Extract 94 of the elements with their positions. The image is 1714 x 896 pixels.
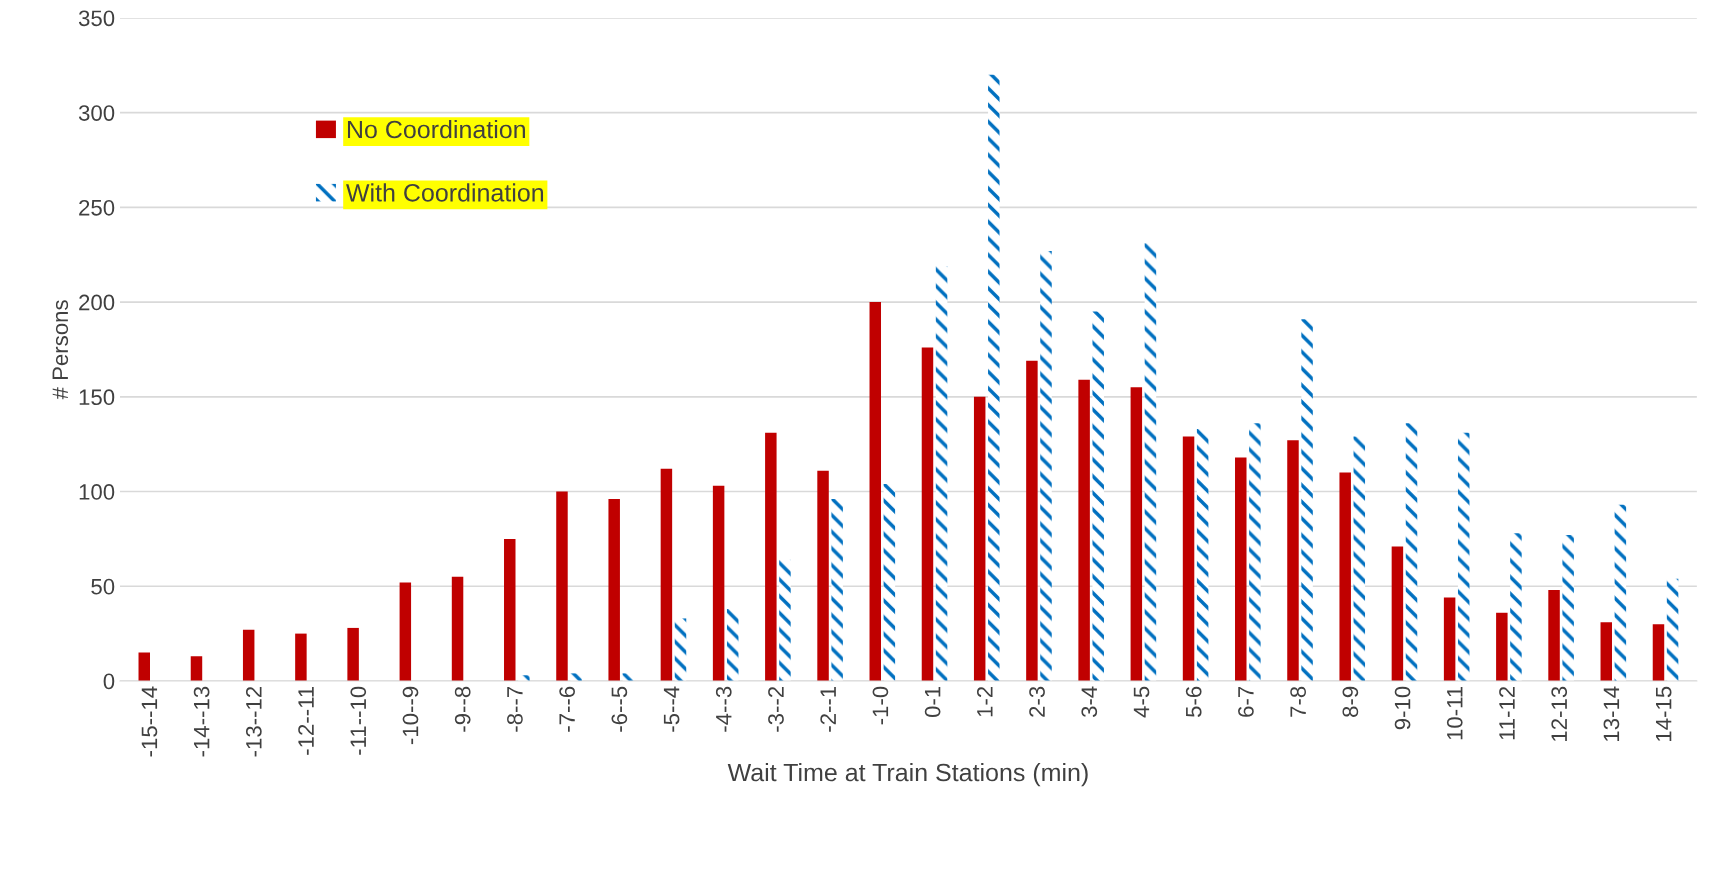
bar (1196, 429, 1209, 681)
bar (883, 483, 896, 681)
bar (660, 468, 673, 681)
x-tick-label: 1-2 (976, 686, 993, 717)
bar (869, 302, 882, 681)
bar (1339, 472, 1351, 681)
bar (817, 470, 829, 681)
legend-label: No Coordination (347, 119, 525, 139)
bar (1287, 440, 1299, 681)
bar (1562, 535, 1574, 681)
bar (988, 74, 1000, 681)
bar (242, 629, 255, 681)
bar (726, 608, 739, 681)
bar (831, 499, 843, 681)
x-tick-label: -8--7 (507, 686, 523, 732)
x-tick-label: 11-12 (1499, 686, 1515, 740)
y-tick-label: 300 (78, 105, 115, 121)
bar (1600, 622, 1613, 681)
bar (712, 485, 725, 681)
x-tick-label: 5-6 (1185, 686, 1202, 718)
x-tick-label: -5--4 (663, 686, 680, 732)
y-axis-title: # Persons (52, 300, 69, 400)
bar (1249, 423, 1261, 681)
x-tick-label: 8-9 (1342, 686, 1359, 717)
x-tick-label: -14--13 (193, 686, 210, 757)
x-tick-label: -3--2 (768, 686, 784, 732)
y-tick-label: 250 (79, 199, 115, 216)
bar (1510, 533, 1522, 681)
bar (1457, 432, 1470, 681)
bar (1405, 423, 1418, 681)
bar (399, 582, 412, 681)
bar (1496, 612, 1508, 681)
x-tick-label: 7-8 (1290, 686, 1306, 717)
bar (674, 618, 687, 681)
x-tick-label: -13--12 (245, 686, 262, 757)
bar (1182, 436, 1195, 681)
bar (504, 538, 516, 681)
x-tick-label: 14-15 (1655, 686, 1672, 741)
bar (1092, 311, 1104, 681)
bar (608, 499, 620, 681)
bar (1391, 546, 1404, 681)
bar (1548, 590, 1560, 681)
bar (451, 576, 464, 681)
x-tick-label: -12--11 (298, 686, 314, 755)
bar (1040, 250, 1052, 681)
y-tick-label: 200 (79, 294, 115, 311)
y-tick-label: 100 (79, 484, 115, 500)
y-tick-label: 150 (79, 389, 115, 406)
x-tick-label: -15--14 (141, 686, 158, 757)
x-tick-label: 0-1 (924, 686, 941, 718)
x-tick-label: -10--9 (402, 686, 419, 745)
x-tick-label: 10-11 (1446, 686, 1463, 740)
bar (1666, 578, 1679, 681)
bar (973, 396, 986, 681)
bar (765, 432, 777, 681)
bar (779, 559, 791, 681)
x-tick-label: -4--3 (715, 686, 732, 732)
y-tick-label: 50 (91, 578, 115, 595)
y-tick-label: 0 (103, 673, 115, 690)
bar (1130, 387, 1143, 681)
bar (1301, 319, 1313, 681)
x-tick-label: -1-0 (872, 686, 889, 725)
bar (921, 347, 934, 681)
x-tick-label: 2-3 (1029, 686, 1045, 717)
x-tick-label: 9-10 (1394, 686, 1411, 730)
x-tick-label: -11--10 (350, 686, 367, 755)
x-tick-label: 3-4 (1081, 686, 1098, 718)
bar (138, 652, 150, 681)
x-tick-label: 12-13 (1551, 686, 1568, 741)
x-tick-label: 6-7 (1238, 686, 1254, 717)
bar (1235, 457, 1247, 681)
y-tick-label: 350 (78, 10, 115, 27)
bar (1614, 504, 1627, 681)
bar (295, 633, 307, 681)
x-tick-label: -6--5 (611, 686, 628, 732)
bar (935, 266, 948, 681)
bar (1652, 624, 1665, 681)
x-tick-label: -7--6 (559, 686, 575, 732)
legend-label: With Coordination (346, 183, 544, 202)
bar (556, 491, 568, 681)
bar (518, 675, 530, 681)
bar (1026, 360, 1038, 681)
bar (347, 627, 359, 681)
x-tick-label: 13-14 (1603, 686, 1620, 741)
bar (1144, 243, 1157, 681)
x-tick-label: 4-5 (1133, 686, 1150, 718)
bar (190, 656, 203, 681)
x-tick-label: -2--1 (820, 686, 836, 732)
x-tick-label: -9--8 (454, 686, 471, 732)
bar (570, 673, 582, 681)
bar (1443, 597, 1456, 681)
bar (1078, 379, 1090, 681)
x-axis-title: Wait Time at Train Stations (min) (727, 763, 1088, 787)
bar (1353, 436, 1366, 681)
